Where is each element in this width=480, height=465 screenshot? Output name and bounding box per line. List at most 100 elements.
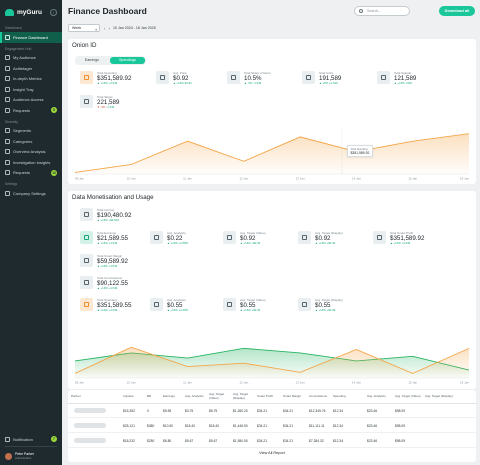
sidebar-item-label: Categories [13, 138, 33, 144]
sidebar-item-label: In-depth Metrics [13, 76, 42, 82]
tab-earnings[interactable]: Earnings [84, 58, 99, 63]
table-row[interactable]: $25,121 $380 $10.50 $18.40 $18.40 $1,446.50 $3… [68, 419, 476, 433]
metric-icon [223, 298, 236, 311]
delta-percent: +16% [170, 241, 178, 245]
user-profile[interactable]: Peter Parker Administrator [0, 449, 62, 465]
table-cell: $98.09 [395, 438, 406, 443]
metric-tile: Total Spending $351,589.55 ▲ +16% +4.549 [80, 298, 131, 313]
partner-cell [68, 423, 120, 428]
logo-icon [5, 9, 14, 16]
sidebar-footer: Notification 7 Peter Parker Administrato… [0, 434, 62, 465]
card-title: Data Monetisation and Usage [72, 194, 154, 201]
table-row[interactable]: $15,352 0 $5.59 $3.75 $5.75 $1,260.20 $34.21 $3… [68, 404, 476, 418]
column-header[interactable]: Partner [71, 394, 81, 398]
partner-cell [68, 408, 120, 413]
column-header[interactable]: Smart Profit [257, 394, 273, 398]
metric-icon [80, 254, 93, 267]
sidebar-item-notification[interactable]: Notification 7 [0, 434, 62, 445]
x-tick-label: 14 Jan [352, 177, 361, 181]
column-header[interactable]: Bill [147, 394, 152, 398]
prev-range-button[interactable]: ‹ [104, 25, 106, 31]
metric-delta: ▲ +16% +2.58% [167, 308, 189, 313]
series-line [74, 346, 470, 374]
metric-label: Avg. Analytics [167, 231, 186, 235]
brand: myGuru ‹ [0, 0, 62, 22]
sidebar-item-actitetager[interactable]: Actitetager [0, 63, 62, 74]
delta-percent: +16% [170, 308, 178, 312]
sidebar-item-insight-tray[interactable]: Insight Tray [0, 84, 62, 95]
table-cell: $12.34 [333, 438, 344, 443]
delta-percent: +16% [100, 286, 108, 290]
column-header[interactable]: Avg. Analytics [367, 394, 386, 398]
table-cell: $5.67 [209, 438, 218, 443]
table-cell: $250 [147, 438, 155, 443]
table-row[interactable]: $18,232 $250 $6.80 $5.67 $5.67 $1,550.50 $34.2… [68, 434, 476, 448]
delta-note: +549 [405, 81, 412, 85]
redacted-partner-name [74, 438, 106, 443]
sidebar-item-categories[interactable]: Categories [0, 136, 62, 147]
metric-text: Avg. Analytics $0.22 ▲ +16% +2.58% [167, 231, 188, 246]
collapse-sidebar-icon[interactable]: ‹ [50, 9, 57, 16]
x-tick-label: 15 Jan [408, 381, 417, 385]
arrow-up-icon: ▲ [97, 81, 101, 85]
column-header[interactable]: Avg. Target (Display) [425, 394, 453, 398]
next-range-button[interactable]: › [108, 25, 110, 31]
table-cell: $5.75 [209, 408, 218, 413]
table-cell: $34.21 [257, 423, 268, 428]
delta-note: +$0.49 [326, 241, 336, 245]
column-header[interactable]: Avg. Target (Video) [395, 394, 421, 398]
x-tick-label: 12 Jan [239, 177, 248, 181]
metric-glyph-icon [302, 235, 307, 240]
period-select[interactable]: Week ▾ [68, 24, 100, 32]
metric-label: Total Target [97, 95, 113, 99]
column-header[interactable]: Avg. Target (Display) [233, 392, 249, 400]
column-header[interactable]: Avg. Target (Video) [209, 392, 225, 400]
metric-text: Total Spending $351,589.55 ▲ +16% +4.549 [97, 298, 131, 313]
delta-note: +4.549 [108, 81, 118, 85]
sidebar-nav: Dashboard Finance Dashboard Engagement Hub… [0, 22, 62, 199]
arrow-up-icon: ▲ [97, 241, 101, 245]
metric-label: Total Spending [97, 298, 117, 302]
monetisation-chart: 09 Jan 10 Jan 11 Jan 12 Jan 13 Jan 14 Jan 15 J… [74, 346, 470, 385]
sidebar-item-segments[interactable]: Segments [0, 126, 62, 137]
sidebar-item-audience-access[interactable]: Audience Access [0, 95, 62, 106]
sidebar-item-my-audience[interactable]: My Audience [0, 53, 62, 64]
date-range-label[interactable]: 10 Jan 2024 - 16 Jan 2025 [112, 26, 156, 30]
metric-value: $90,122.55 [97, 280, 128, 287]
column-header[interactable]: Earnings [163, 394, 175, 398]
delta-percent: +16% [100, 81, 108, 85]
sidebar-item-in-depth-metrics[interactable]: In-depth Metrics [0, 74, 62, 85]
filters: Week ▾ ‹ › 10 Jan 2024 - 16 Jan 2025 [68, 24, 156, 32]
sidebar-item-label: Company Settings [13, 190, 46, 196]
metric-glyph-icon [231, 75, 236, 80]
metric-delta: ▲ +16% +549 [394, 81, 416, 86]
grid-icon [5, 34, 10, 40]
sidebar-item-requests[interactable]: Requests 10 [0, 168, 62, 179]
tab-spendings[interactable]: Spendings [109, 56, 145, 64]
view-all-report-link[interactable]: View All Report [259, 451, 285, 455]
delta-note: +2.58% [178, 308, 189, 312]
column-header[interactable]: Spending [333, 394, 346, 398]
sidebar-item-requests[interactable]: Requests 5 [0, 105, 62, 116]
metric-delta: ▲ +16% +2.58% [167, 241, 188, 246]
column-header[interactable]: Impulse [123, 394, 134, 398]
sidebar-item-investigation-insights[interactable]: Investigation Insights [0, 157, 62, 168]
search-input[interactable]: Search... [354, 6, 410, 16]
arrow-up-icon: ▲ [167, 241, 171, 245]
sidebar-item-finance-dashboard[interactable]: Finance Dashboard [0, 32, 62, 43]
date-range: ‹ › 10 Jan 2024 - 16 Jan 2025 [104, 26, 156, 31]
metric-delta: ▲ +16% +4.549 [97, 81, 131, 86]
metric-text: Avg. Analytics $0.55 ▲ +16% +2.58% [167, 298, 188, 313]
metric-text: Total Target 221,589 ▼ -9% -1.549 [97, 95, 119, 110]
column-header[interactable]: Avg. Analytics [185, 394, 204, 398]
delta-note: +4.549 [108, 241, 118, 245]
sidebar-item-company-settings[interactable]: Company Settings [0, 188, 62, 199]
column-header[interactable]: Commissions [309, 394, 328, 398]
column-header[interactable]: Smart Margin [283, 394, 302, 398]
table-cell: $10.50 [163, 423, 174, 428]
table-cell: $23.46 [367, 423, 378, 428]
sidebar-item-overview-analysis[interactable]: Overview Analysis [0, 147, 62, 158]
table-cell: $7,284.32 [309, 438, 324, 443]
download-all-button[interactable]: Download all [439, 6, 475, 16]
metric-label: Total Commissions [97, 276, 123, 280]
